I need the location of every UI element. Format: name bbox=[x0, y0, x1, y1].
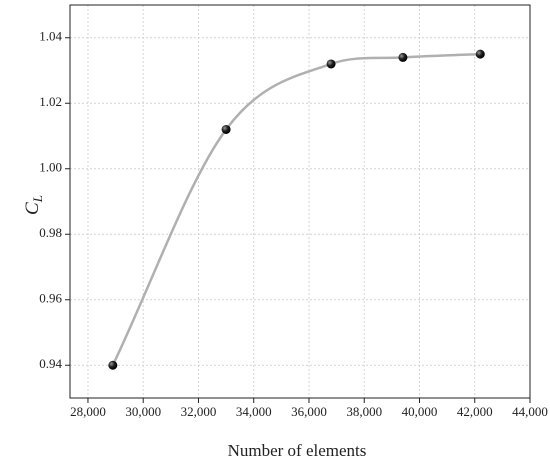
y-axis-label-main: C bbox=[22, 202, 43, 215]
y-axis-label: CL bbox=[22, 195, 45, 215]
x-tick-label: 38,000 bbox=[346, 404, 382, 419]
x-tick-label: 40,000 bbox=[402, 404, 438, 419]
marker bbox=[108, 360, 118, 370]
y-tick-label: 1.04 bbox=[39, 29, 62, 44]
x-tick-label: 32,000 bbox=[181, 404, 217, 419]
x-tick-label: 42,000 bbox=[457, 404, 493, 419]
plot-frame bbox=[69, 4, 531, 399]
x-axis-label: Number of elements bbox=[228, 441, 367, 460]
marker bbox=[326, 59, 336, 69]
y-tick-label: 0.98 bbox=[39, 225, 62, 240]
line bbox=[111, 52, 481, 366]
y-tick-label: 1.00 bbox=[39, 160, 62, 175]
x-tick-label: 28,000 bbox=[70, 404, 106, 419]
y-tick-label: 0.96 bbox=[39, 291, 62, 306]
x-tick-label: 34,000 bbox=[236, 404, 272, 419]
x-tick-label: 36,000 bbox=[291, 404, 327, 419]
marker bbox=[475, 49, 485, 59]
y-axis-label-sub: L bbox=[30, 195, 45, 203]
marker bbox=[398, 52, 408, 62]
marker bbox=[221, 124, 231, 134]
x-tick-label: 44,000 bbox=[512, 404, 548, 419]
y-tick-label: 0.94 bbox=[39, 356, 62, 371]
x-tick-label: 30,000 bbox=[125, 404, 161, 419]
y-tick-label: 1.02 bbox=[39, 94, 62, 109]
